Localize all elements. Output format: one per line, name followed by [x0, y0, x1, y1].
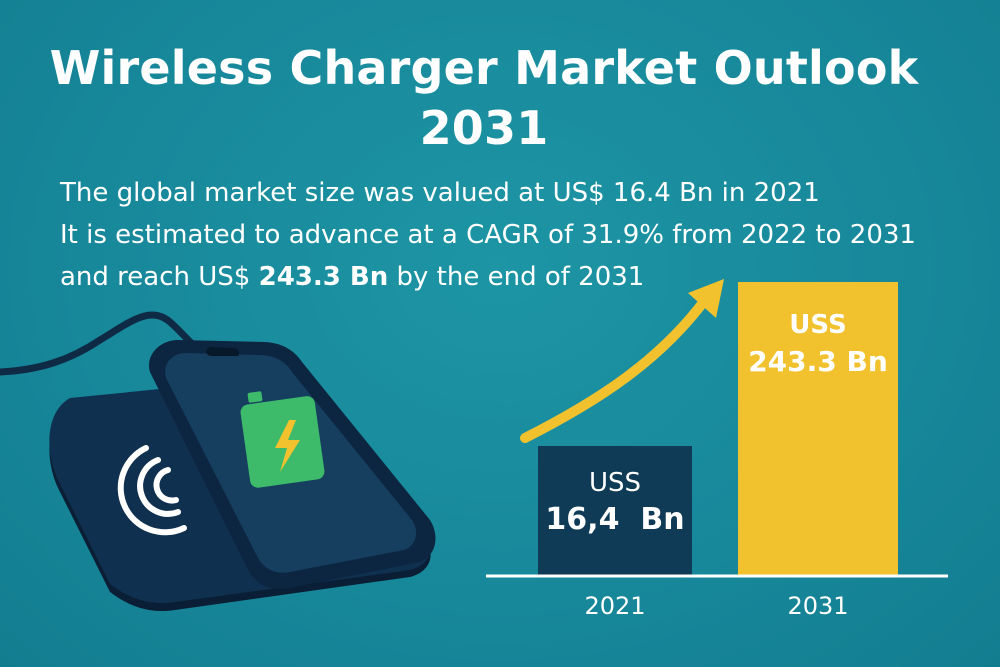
bar-value-label-2021: USS 16,4 Bn	[538, 466, 692, 540]
x-tick-label-2021: 2021	[584, 592, 646, 620]
description-line-3-suffix: by the end of 2031	[388, 262, 645, 292]
bar-value-line-1: USS	[588, 468, 642, 498]
description-line-1: The global market size was valued at US$…	[60, 178, 820, 208]
wireless-signal-icon	[117, 445, 187, 536]
bars-group	[538, 282, 898, 576]
trend-arrow-head	[688, 279, 724, 318]
description-line-2: It is estimated to advance at a CAGR of …	[60, 220, 916, 250]
bar-2021	[538, 446, 692, 576]
bar-2031	[738, 282, 898, 576]
trend-arrow-icon	[520, 295, 710, 443]
description: The global market size was valued at US$…	[60, 172, 960, 298]
battery-charging-icon	[240, 391, 325, 488]
bar-value-line-2: 16,4 Bn	[545, 502, 685, 537]
x-tick-label-2031: 2031	[787, 592, 849, 620]
bar-value-label-2031: USS 243.3 Bn	[738, 308, 898, 382]
page-title: Wireless Charger Market Outlook 2031	[0, 38, 968, 158]
description-line-3: and reach US$ 243.3 Bn by the end of 203…	[60, 256, 960, 298]
description-line-3-bold: 243.3 Bn	[258, 262, 389, 292]
description-line-3-prefix: and reach US$	[60, 262, 259, 292]
title-line-2: 2031	[419, 101, 549, 155]
bar-value-line-2: 243.3 Bn	[748, 345, 888, 378]
bar-value-line-1: USS	[789, 310, 847, 340]
charger-cable	[0, 311, 209, 376]
title-line-1: Wireless Charger Market Outlook	[49, 41, 919, 95]
